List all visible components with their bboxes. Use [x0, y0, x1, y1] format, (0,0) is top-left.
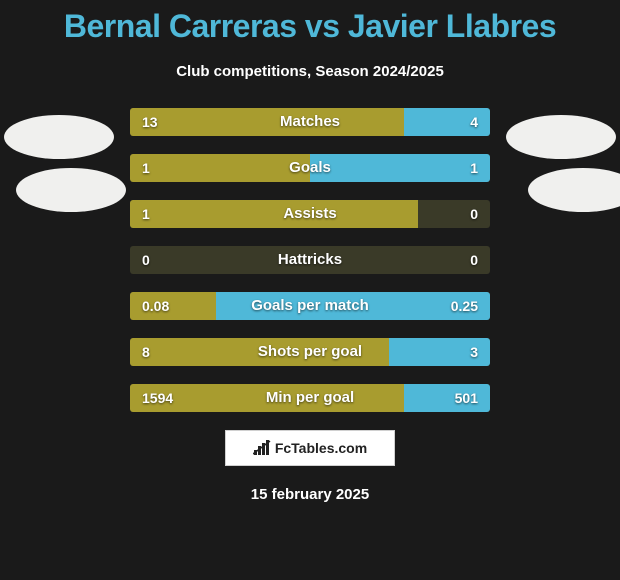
stat-row: 1594501Min per goal: [130, 384, 490, 412]
player-right-avatar-2: [528, 168, 620, 212]
stat-row: 0.080.25Goals per match: [130, 292, 490, 320]
bar-label: Goals: [130, 154, 490, 182]
bar-label: Min per goal: [130, 384, 490, 412]
watermark-text: FcTables.com: [275, 440, 367, 456]
player-right-avatar-1: [506, 115, 616, 159]
bar-label: Assists: [130, 200, 490, 228]
stat-row: 00Hattricks: [130, 246, 490, 274]
watermark: FcTables.com: [225, 430, 395, 466]
stat-row: 10Assists: [130, 200, 490, 228]
bar-label: Goals per match: [130, 292, 490, 320]
bar-label: Hattricks: [130, 246, 490, 274]
stat-row: 83Shots per goal: [130, 338, 490, 366]
bar-label: Matches: [130, 108, 490, 136]
player-left-avatar-1: [4, 115, 114, 159]
bar-label: Shots per goal: [130, 338, 490, 366]
chart-icon: [253, 440, 271, 456]
date-text: 15 february 2025: [0, 486, 620, 503]
stats-bars: 134Matches 11Goals 10Assists 00Hattricks 0.0…: [130, 108, 490, 412]
player-left-avatar-2: [16, 168, 126, 212]
stat-row: 11Goals: [130, 154, 490, 182]
stat-row: 134Matches: [130, 108, 490, 136]
subtitle: Club competitions, Season 2024/2025: [0, 63, 620, 80]
page-title: Bernal Carreras vs Javier Llabres: [0, 0, 620, 45]
